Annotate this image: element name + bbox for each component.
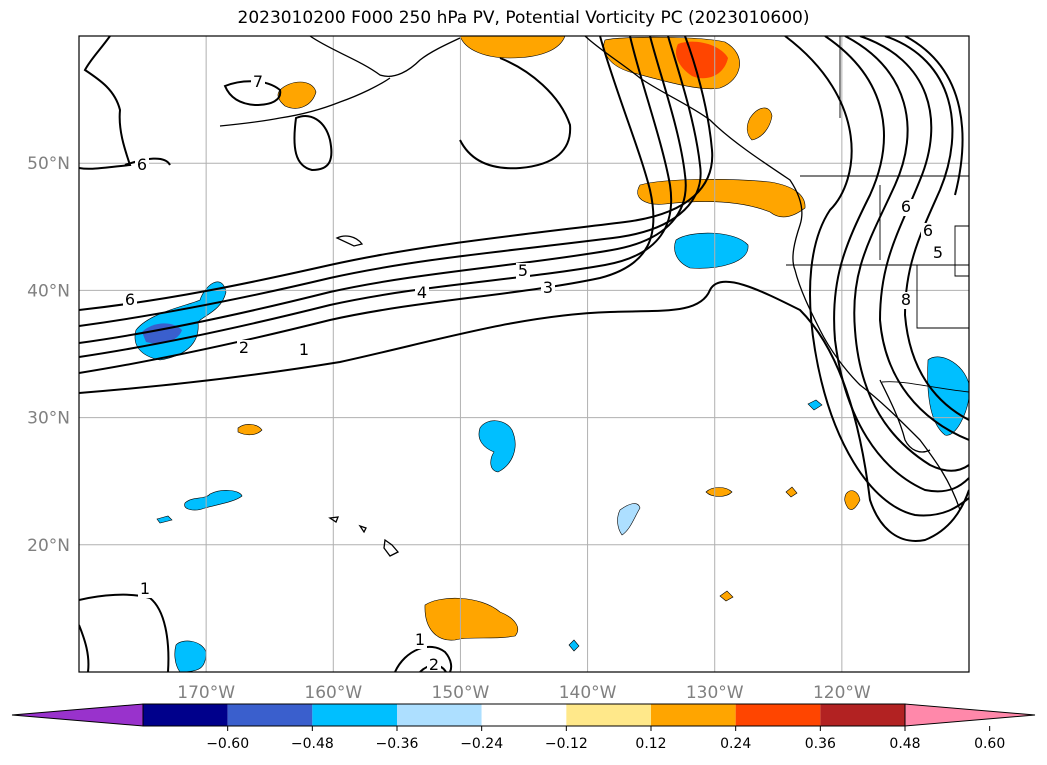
pv-negative-area	[617, 503, 641, 536]
colorbar-tick-label: −0.36	[376, 736, 419, 752]
colorbar-tick-label: 0.48	[889, 736, 920, 752]
contour-label-bg	[516, 263, 530, 280]
pv-positive-area	[277, 81, 317, 109]
contour-label-bg	[931, 245, 945, 262]
colorbar-tick-label: 0.60	[974, 736, 1005, 752]
colorbar-tick-label: −0.60	[206, 736, 249, 752]
contour-label-bg	[413, 632, 427, 649]
plot-frame	[78, 35, 970, 673]
colorbar-extend-min	[11, 703, 144, 727]
graticule	[79, 36, 969, 672]
pv-positive-area	[637, 179, 806, 218]
contour-label-bg	[138, 581, 152, 598]
lat-tick-label: 30°N	[27, 409, 70, 429]
lat-tick-label: 40°N	[27, 281, 70, 301]
colorbar-tick-label: −0.12	[545, 736, 588, 752]
colorbar-segment	[566, 704, 651, 726]
lat-tick-label: 20°N	[27, 536, 70, 556]
colorbar-segment	[227, 704, 313, 726]
contour-label: 2	[429, 655, 439, 674]
contour-label: 2	[239, 338, 249, 357]
colorbar: −0.60 −0.48 −0.36 −0.24 −0.12 0.12 0.24 0.36 0.4…	[11, 703, 1036, 752]
pv-negative-area	[156, 515, 173, 524]
contour-label: 8	[901, 290, 911, 309]
colorbar-frame	[142, 703, 906, 727]
pv-negative-area	[927, 356, 969, 436]
pv-positive-area	[459, 36, 566, 59]
longitude-labels: 170°W 160°W 150°W 140°W 130°W 120°W	[177, 683, 871, 703]
pv-positive-area	[719, 590, 734, 602]
colorbar-tick-label: −0.48	[291, 736, 334, 752]
colorbar-segment	[651, 704, 736, 726]
colorbar-tick-label: 0.24	[720, 736, 751, 752]
pv-positive-area	[746, 107, 773, 141]
contour-label: 7	[253, 72, 263, 91]
contour-label: 5	[518, 261, 528, 280]
contour-label: 6	[137, 155, 147, 174]
pv-negative-area	[807, 399, 823, 411]
contour-label-bg	[427, 657, 441, 674]
pv-positive-area	[785, 486, 798, 498]
lat-tick-label: 50°N	[27, 154, 70, 174]
contour-label: 3	[543, 278, 553, 297]
colorbar-tick-label: 0.36	[805, 736, 836, 752]
lon-tick-label: 160°W	[304, 683, 362, 703]
contour-label: 1	[299, 340, 309, 359]
contour-label: 6	[901, 197, 911, 216]
contour-label-bg	[899, 199, 913, 216]
lon-tick-label: 140°W	[559, 683, 617, 703]
pv-positive-area	[705, 487, 733, 497]
pv-negative-area	[184, 490, 243, 511]
contour-label-bg	[237, 340, 251, 357]
pv-positive-area	[424, 597, 519, 641]
pv-positive-area	[844, 490, 861, 510]
borders	[786, 36, 969, 393]
contour-label: 1	[140, 579, 150, 598]
colorbar-segment	[820, 704, 905, 726]
lon-tick-label: 130°W	[686, 683, 744, 703]
contour-label: 4	[417, 283, 427, 302]
pv-negative-area	[174, 640, 207, 672]
contour-label: 6	[125, 290, 135, 309]
contour-label-bg	[135, 157, 149, 174]
pv-negative-area	[674, 232, 749, 269]
colorbar-segment	[481, 704, 567, 726]
pv-negative-area	[568, 639, 580, 652]
contour-label-bg	[415, 285, 429, 302]
colorbar-extend-max	[904, 703, 1036, 727]
colorbar-segment	[735, 704, 821, 726]
contour-label-bg	[251, 74, 265, 91]
coastlines	[219, 36, 961, 557]
contour-label-bg	[921, 223, 935, 240]
latitude-labels: 20°N 30°N 40°N 50°N	[27, 154, 70, 556]
pv-positive-area	[237, 424, 263, 436]
colorbar-tick-label: −0.24	[460, 736, 503, 752]
colorbar-tick-label: 0.12	[635, 736, 666, 752]
pv-negative-area	[478, 420, 516, 473]
pv-shading	[134, 36, 969, 672]
contour-label-bg	[899, 292, 913, 309]
contour-label: 1	[415, 630, 425, 649]
contour-label-bg	[541, 280, 555, 297]
contour-label-bg	[297, 342, 311, 359]
pv-contours	[79, 36, 969, 672]
colorbar-segment	[312, 704, 397, 726]
lon-tick-label: 170°W	[177, 683, 235, 703]
lon-tick-label: 120°W	[813, 683, 871, 703]
contour-label: 5	[933, 243, 943, 262]
contour-label-bg	[123, 292, 137, 309]
contour-label: 6	[923, 221, 933, 240]
lon-tick-label: 150°W	[432, 683, 490, 703]
figure-title: 2023010200 F000 250 hPa PV, Potential Vo…	[237, 8, 810, 28]
colorbar-segment	[397, 704, 482, 726]
colorbar-segment	[143, 704, 228, 726]
